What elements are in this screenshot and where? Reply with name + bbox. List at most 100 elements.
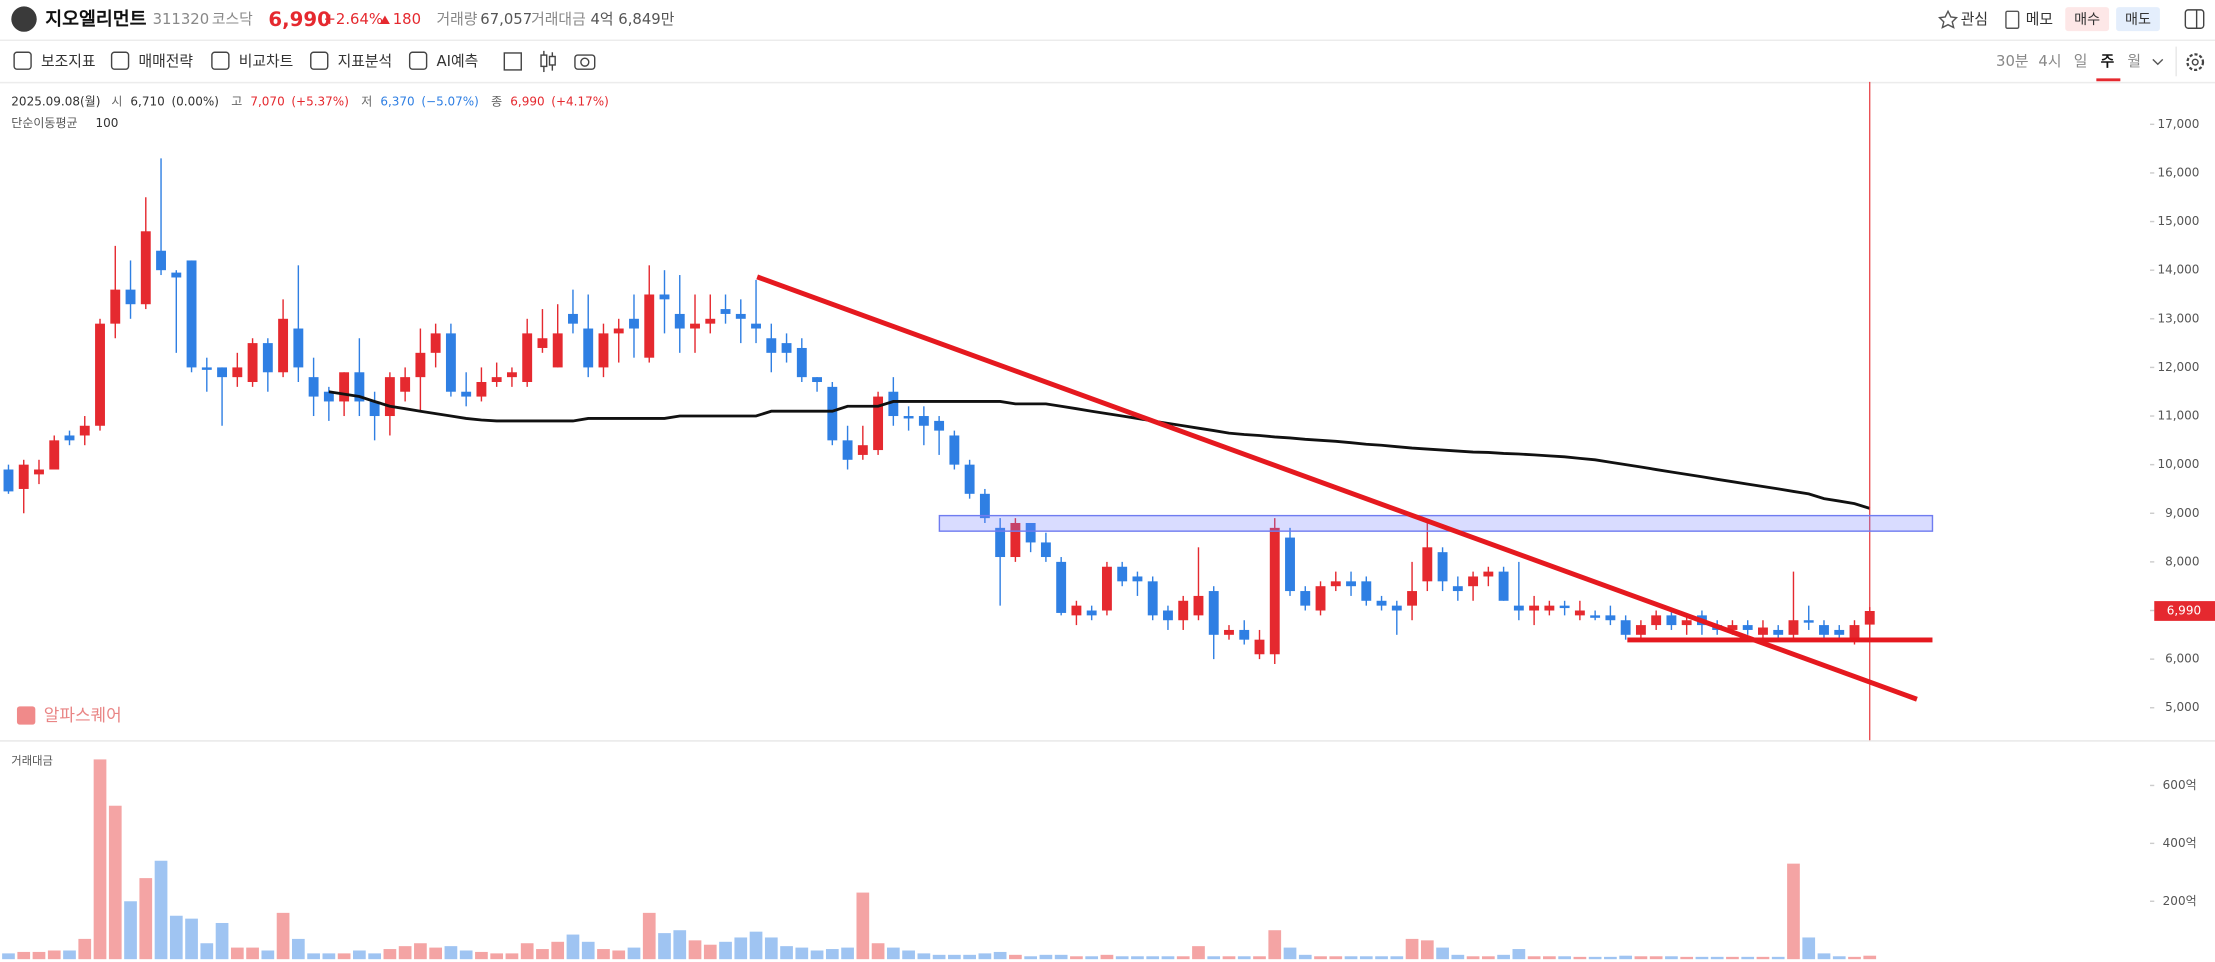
candle-body [613,328,624,334]
candle-body [1178,600,1189,621]
candle-body [217,367,228,378]
stock-code: 311320 [153,11,210,28]
volume-bar [1314,956,1327,960]
candle-body [18,464,29,489]
market: 코스닥 [212,11,253,28]
volume-bar [230,947,244,960]
volume-bar [581,941,595,960]
candle-body [1483,571,1494,577]
period-button[interactable]: 월 [2127,53,2141,70]
volume-bar [642,912,656,960]
candle-body [1666,615,1677,626]
candle-body [95,323,105,426]
volume-bar [185,918,198,960]
volume-bar [1558,956,1571,960]
volume-bar [627,947,641,960]
volume-bar [1283,947,1297,960]
tool-button[interactable]: AI예측 [408,51,479,70]
y-tick-label: 11,000 [2157,409,2199,423]
tool-button[interactable]: 비교차트 [211,51,293,70]
layout-button[interactable] [503,52,522,71]
candle-body [812,377,823,383]
period-button[interactable]: 주 [2096,53,2121,82]
volume-bar [764,937,778,960]
panel-button[interactable] [2184,9,2205,29]
toolbar: 보조지표 매매전략 비교차트 지표분석 AI예측 30분 4시 일 주 월 [13,51,2141,82]
candle-body [1391,605,1402,611]
volume-bar [1634,956,1648,960]
sell-button[interactable]: 매도 [2116,7,2160,32]
period-dropdown[interactable] [2152,58,2164,66]
tool-button[interactable]: 매매전략 [110,51,194,70]
candle-body [735,313,746,319]
candle-body [1285,537,1295,592]
volume-bar [63,950,76,960]
camera-icon [574,54,596,70]
y-tick-label: 8,000 [2165,554,2199,568]
volume-bar [1207,956,1221,960]
price: 6,990 [268,7,331,30]
candle-body [415,352,426,378]
candle-type-button[interactable] [540,50,556,73]
y-tick-label: 15,000 [2157,214,2199,228]
volume-bar [1009,954,1022,960]
volume-bar [490,953,504,960]
period-label: 일 [2074,53,2088,70]
volume-bar [1863,955,1877,960]
sell-label: 매도 [2125,12,2151,28]
candle-body [171,272,182,278]
volume-bar [246,947,259,960]
volume-bar [1085,956,1099,960]
candle-body [1376,600,1387,606]
volume-bar [902,950,915,960]
up-arrow [379,15,390,25]
volume-bar [1161,956,1175,960]
volume-bar [414,943,427,960]
candle-body [1590,615,1601,618]
candle-body [491,377,502,383]
buy-bg [2065,7,2110,32]
period-button[interactable]: 30분 [1996,53,2029,70]
candle-body [1544,605,1555,611]
volume-bar [322,953,336,960]
capture-button[interactable] [574,54,596,70]
volume-bar [886,947,900,960]
candle-body [659,294,670,300]
settings-button[interactable] [2186,53,2205,72]
tool-label: 매매전략 [138,53,193,70]
candle-body [1620,620,1631,635]
tool-icon [408,51,428,70]
period-button[interactable]: 일 [2074,53,2088,70]
tool-button[interactable]: 지표분석 [310,51,392,70]
volume-bar [78,938,92,960]
ma-legend: 단순이동평균 100 [11,115,118,129]
candle-body [1117,566,1128,582]
candle-body [1681,620,1692,626]
sell-bg [2116,7,2160,32]
candle-body [1208,591,1219,635]
buy-button[interactable]: 매수 [2065,7,2110,32]
stock-summary: 지오엘리먼트 311320 코스닥 6,990 +2.64% 180 거래량 6… [45,7,675,30]
volume-bar [1192,946,1205,960]
candle-body [1071,605,1082,616]
volume-bar [1665,956,1678,960]
volume-bar [1802,937,1816,960]
volume-bar [1543,956,1556,960]
watch-button[interactable]: 관심 [1938,9,1988,29]
date: 2025.09.08(월) [11,94,100,108]
volume-bar [597,949,610,960]
y-tick-label: 10,000 [2157,457,2199,471]
period-button[interactable]: 4시 [2038,53,2061,70]
volume-bar [1466,956,1480,960]
tool-button[interactable]: 보조지표 [13,51,96,70]
volume-bar [368,953,381,960]
candle-body [461,391,472,397]
info-label: 저 [361,94,372,108]
candle-body [79,425,90,436]
candle-body [125,289,136,305]
volume-bar [215,922,229,960]
stock-name: 지오엘리먼트 [45,8,146,30]
memo-button[interactable]: 메모 [2005,10,2053,29]
